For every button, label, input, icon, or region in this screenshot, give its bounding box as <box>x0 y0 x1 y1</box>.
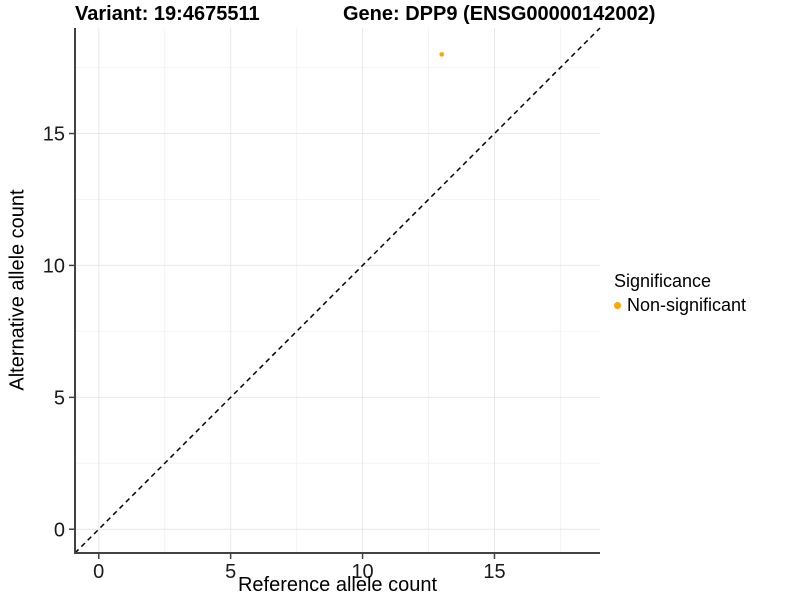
x-tick-label: 15 <box>483 561 505 583</box>
plot-title-gene: Gene: DPP9 (ENSG00000142002) <box>343 3 656 25</box>
legend-title: Significance <box>614 271 712 291</box>
y-tick-label: 0 <box>54 519 65 541</box>
y-tick-label: 15 <box>43 124 65 146</box>
legend: Significance Non-significant <box>614 271 746 316</box>
y-tick-label: 10 <box>43 255 65 277</box>
legend-point-icon <box>614 302 621 309</box>
legend-item-label: Non-significant <box>627 295 747 315</box>
x-axis-title: Reference allele count <box>237 574 437 596</box>
legend-item: Non-significant <box>614 295 746 316</box>
x-tick-label: 0 <box>93 561 104 583</box>
x-tick-label: 10 <box>351 561 373 583</box>
x-tick-label: 5 <box>225 561 236 583</box>
y-tick-label: 5 <box>54 387 65 409</box>
data-point <box>439 52 445 57</box>
plot-title-variant: Variant: 19:4675511 <box>75 3 260 25</box>
y-axis-title: Alternative allele count <box>6 189 29 391</box>
identity-line <box>74 27 601 554</box>
